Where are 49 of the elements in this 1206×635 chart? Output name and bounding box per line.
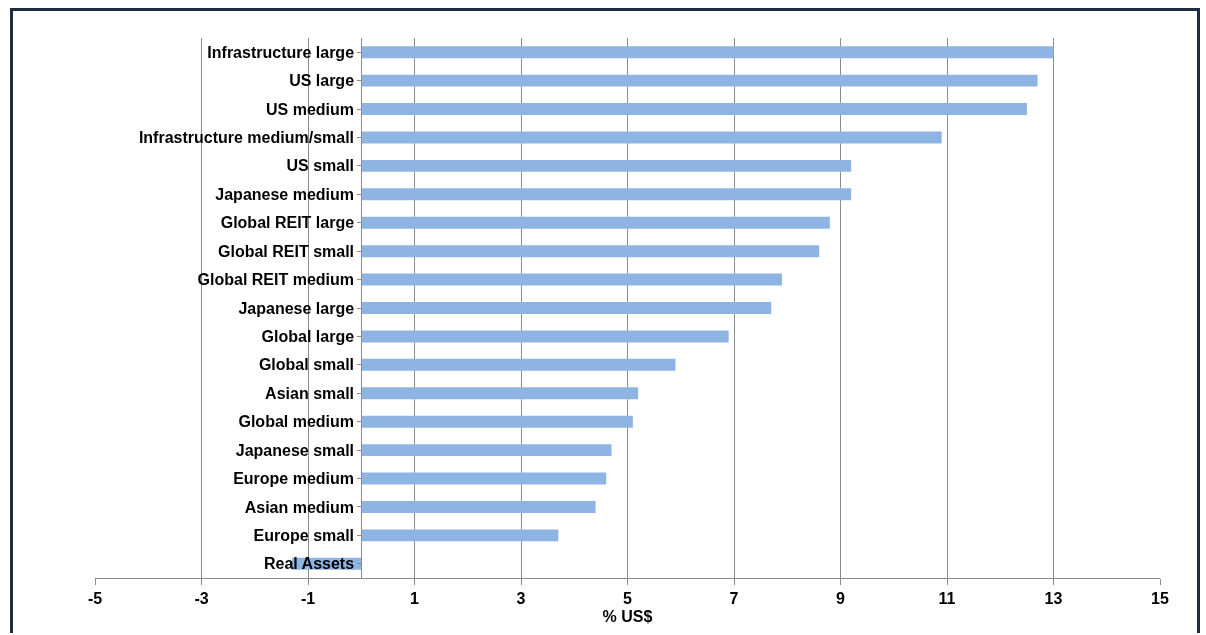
y-tick-label: Infrastructure medium/small <box>138 129 355 147</box>
bar <box>361 188 852 201</box>
bar <box>361 330 729 343</box>
y-tick-label: Europe small <box>253 526 355 544</box>
y-tick-label: Europe medium <box>233 470 355 488</box>
bar <box>361 74 1038 87</box>
y-tick-label: Global large <box>261 328 355 346</box>
x-tick-label: 13 <box>1044 590 1063 608</box>
x-tick-label: -3 <box>194 590 209 608</box>
x-tick-label: 11 <box>938 590 956 608</box>
x-tick-label: 3 <box>516 590 526 608</box>
bar <box>361 103 1027 116</box>
x-tick-label: 7 <box>729 590 739 608</box>
bar <box>361 216 830 229</box>
y-tick-label: Global REIT small <box>218 242 355 260</box>
bar <box>361 529 559 542</box>
bar <box>361 500 596 513</box>
bar <box>361 472 607 485</box>
y-tick-label: US medium <box>266 100 355 118</box>
bar <box>361 387 639 400</box>
bar <box>361 302 772 314</box>
x-tick-label: -5 <box>87 590 103 608</box>
y-tick-label: Real Assets <box>263 555 355 573</box>
bar <box>361 358 676 371</box>
bar <box>361 273 782 286</box>
y-tick-label: Global small <box>258 356 355 374</box>
y-tick-label: US small <box>286 157 355 175</box>
y-tick-label: Japanese small <box>235 441 355 459</box>
x-tick-label: 5 <box>623 590 633 608</box>
y-tick-label: Asian medium <box>244 498 355 516</box>
bar <box>361 444 612 457</box>
x-axis-title: % US$ <box>602 607 653 625</box>
x-tick-label: -1 <box>300 590 316 608</box>
x-tick-label: 9 <box>836 590 846 608</box>
y-tick-label: US large <box>289 72 355 90</box>
y-tick-label: Japanese large <box>238 299 355 317</box>
x-tick-label: 15 <box>1151 590 1169 608</box>
y-tick-label: Global REIT large <box>220 214 355 232</box>
y-tick-label: Global medium <box>238 413 355 431</box>
y-tick-label: Japanese medium <box>215 185 355 203</box>
y-tick-label: Infrastructure large <box>207 43 355 61</box>
x-tick-label: 1 <box>410 590 420 608</box>
bar <box>361 159 852 172</box>
y-tick-label: Global REIT medium <box>197 271 355 289</box>
bar <box>361 46 1054 59</box>
y-tick-label: Asian small <box>265 384 355 402</box>
bar <box>361 415 633 428</box>
bar <box>361 131 942 144</box>
bar <box>361 245 820 258</box>
